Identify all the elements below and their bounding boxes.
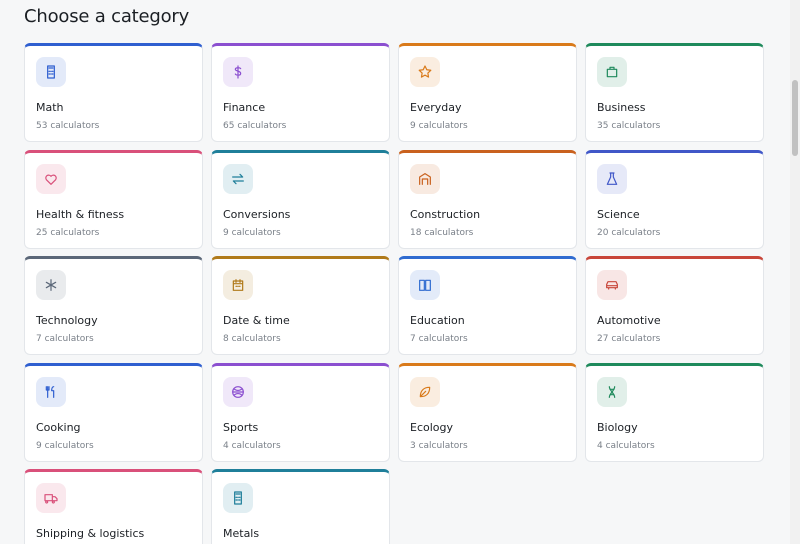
category-card[interactable]: Math 53 calculators (24, 43, 203, 142)
icon-glyph (234, 65, 242, 79)
category-icon (410, 163, 440, 194)
category-name: Technology (36, 314, 98, 327)
category-name: Finance (223, 101, 266, 114)
icon-glyph (419, 386, 431, 397)
category-name: Metals (223, 527, 260, 540)
category-name: Math (36, 101, 64, 114)
icon-glyph (606, 171, 618, 185)
category-card[interactable]: Education 7 calculators (398, 256, 577, 355)
category-name: Biology (597, 420, 638, 434)
category-icon (36, 163, 66, 194)
category-name: Everyday (410, 101, 462, 114)
icon-glyph (608, 385, 616, 398)
icon-glyph (232, 173, 244, 184)
category-name: Automotive (597, 314, 661, 327)
category-name: Business (597, 101, 646, 114)
category-icon (223, 376, 253, 407)
category-icon (223, 57, 253, 87)
category-card[interactable]: Technology 7 calculators (24, 256, 203, 355)
icon-glyph (419, 172, 431, 185)
category-name: Construction (410, 207, 481, 221)
category-card[interactable]: Ecology 3 calculators (398, 362, 577, 462)
category-name: Health & fitness (36, 207, 125, 221)
icon-glyph (419, 279, 431, 291)
category-card[interactable]: Conversions 9 calculators (211, 149, 390, 249)
category-icon (223, 270, 253, 300)
category-count: 4 calculators (597, 440, 655, 451)
page-title: Choose a category (24, 6, 190, 27)
category-card[interactable]: Health & fitness 25 calculators (24, 149, 203, 249)
icon-glyph (234, 491, 242, 505)
scrollbar[interactable] (790, 0, 800, 544)
category-count: 9 calculators (223, 227, 281, 238)
category-card[interactable]: Biology 4 calculators (585, 362, 764, 462)
category-count: 9 calculators (410, 121, 468, 131)
category-count: 53 calculators (36, 121, 100, 131)
category-name: Ecology (410, 420, 454, 434)
scrollbar-thumb[interactable] (792, 80, 798, 156)
category-icon (223, 163, 253, 194)
icon-glyph (606, 66, 618, 78)
category-icon (36, 270, 66, 300)
category-name: Sports (223, 420, 259, 434)
category-count: 18 calculators (410, 227, 474, 238)
category-name: Science (597, 207, 640, 221)
category-count: 35 calculators (597, 121, 661, 131)
category-count: 7 calculators (410, 334, 468, 344)
category-count: 65 calculators (223, 121, 287, 131)
category-card[interactable]: Date & time 8 calculators (211, 256, 390, 355)
category-icon (36, 376, 66, 407)
icon-glyph (45, 385, 55, 398)
category-card[interactable]: Cooking 9 calculators (24, 362, 203, 462)
category-icon (410, 376, 440, 407)
category-card[interactable]: Metals (211, 469, 390, 544)
category-card[interactable]: Business 35 calculators (585, 43, 764, 142)
category-name: Cooking (36, 420, 81, 434)
category-count: 7 calculators (36, 334, 94, 344)
category-card[interactable]: Finance 65 calculators (211, 43, 390, 142)
icon-glyph (45, 279, 57, 291)
category-name: Conversions (223, 207, 291, 221)
category-icon (36, 483, 66, 513)
category-icon (597, 57, 627, 87)
category-count: 3 calculators (410, 440, 468, 451)
category-count: 9 calculators (36, 440, 94, 451)
category-icon (223, 483, 253, 513)
category-name: Shipping & logistics (36, 527, 145, 540)
icon-glyph (45, 174, 57, 185)
category-count: 8 calculators (223, 334, 281, 344)
category-card[interactable]: Everyday 9 calculators (398, 43, 577, 142)
icon-glyph (47, 65, 55, 79)
icon-glyph (232, 279, 244, 291)
icon-glyph (232, 385, 244, 398)
category-card[interactable]: Construction 18 calculators (398, 149, 577, 249)
category-icon (597, 270, 627, 300)
icon-glyph (418, 65, 432, 78)
category-card[interactable]: Automotive 27 calculators (585, 256, 764, 355)
category-card[interactable]: Science 20 calculators (585, 149, 764, 249)
icon-glyph (44, 494, 58, 504)
category-icon (410, 57, 440, 87)
category-count: 25 calculators (36, 227, 100, 238)
category-count: 4 calculators (223, 440, 281, 451)
category-icon (410, 270, 440, 300)
category-card[interactable]: Sports 4 calculators (211, 362, 390, 462)
category-icon (597, 376, 627, 407)
category-name: Education (410, 314, 465, 327)
category-count: 27 calculators (597, 334, 661, 344)
category-count: 20 calculators (597, 227, 661, 238)
category-card[interactable]: Shipping & logistics (24, 469, 203, 544)
icon-glyph (606, 281, 618, 290)
category-icon (36, 57, 66, 87)
category-name: Date & time (223, 314, 290, 327)
category-icon (597, 163, 627, 194)
